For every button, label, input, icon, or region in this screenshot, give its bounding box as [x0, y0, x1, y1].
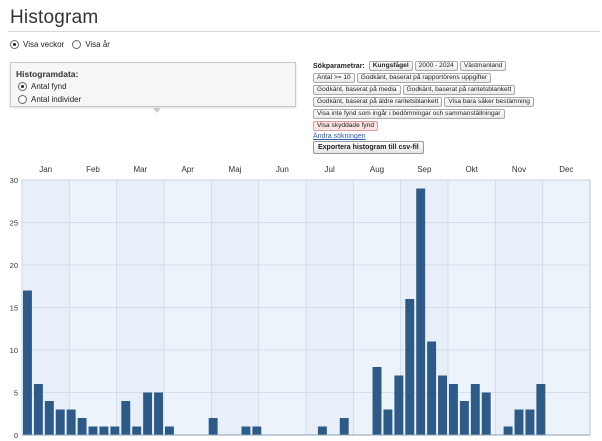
histogram-bar: [503, 426, 513, 435]
histogram-bar: [99, 426, 109, 435]
param-tag-protected[interactable]: Visa skyddade fynd: [313, 121, 379, 131]
param-tag-approved-reporter[interactable]: Godkänt, baserat på rapportörens uppgift…: [356, 73, 492, 83]
histogram-bar: [154, 392, 163, 435]
month-label: Jul: [325, 165, 335, 174]
histogram-bar: [23, 290, 32, 435]
histogram-bar: [252, 426, 262, 435]
radio-antal-individer[interactable]: [18, 95, 27, 104]
y-tick-label: 25: [10, 219, 18, 228]
histogram-bar: [44, 401, 54, 435]
histogram-bar: [88, 426, 98, 435]
histogram-bar: [438, 375, 447, 435]
histogram-bar: [459, 401, 469, 435]
histogram-bar: [55, 409, 65, 435]
option-antal-fynd: Antal fynd: [18, 82, 67, 91]
y-tick-label: 0: [14, 431, 18, 440]
month-label: Sep: [417, 165, 432, 174]
option-antal-individer: Antal individer: [18, 95, 81, 104]
panel-pointer: [153, 108, 161, 113]
month-label: Aug: [370, 165, 384, 174]
param-tag-certain-id[interactable]: Visa bara säker bestämning: [444, 97, 534, 107]
search-parameters: Sökparametrar: Kungsfågel 2000 - 2024 Vä…: [313, 61, 593, 142]
histogram-bar: [416, 188, 426, 435]
param-tag-approved-media[interactable]: Godkänt, baserat på media: [313, 85, 401, 95]
radio-visa-ar[interactable]: [72, 40, 82, 49]
month-label: Nov: [512, 165, 526, 174]
histogram-bar: [317, 426, 327, 435]
month-label: Okt: [465, 165, 478, 174]
histogram-bar: [383, 409, 393, 435]
histogram-data-panel: Histogramdata: Antal fynd Antal individe…: [10, 62, 296, 107]
param-tag-exclude-assessments[interactable]: Visa inte fynd som ingår i bedömningar o…: [313, 109, 505, 119]
param-tag-count[interactable]: Antal >= 10: [313, 73, 355, 83]
histogram-bar: [132, 426, 142, 435]
param-tag-approved-old-rarity-form[interactable]: Godkänt, baserat på äldre raritetsblanke…: [313, 97, 443, 107]
view-toggle: Visa veckor Visa år: [10, 40, 114, 49]
histogram-bar: [449, 384, 458, 435]
histogram-bar: [536, 384, 546, 435]
radio-label-visa-ar: Visa år: [85, 40, 110, 49]
y-tick-label: 30: [10, 176, 18, 185]
histogram-bar: [394, 375, 404, 435]
radio-label-antal-fynd: Antal fynd: [31, 82, 67, 91]
search-params-label: Sökparametrar:: [313, 62, 365, 70]
histogram-bar: [427, 341, 437, 435]
y-tick-label: 20: [10, 261, 18, 270]
histogram-bar: [66, 409, 76, 435]
month-label: Mar: [133, 165, 147, 174]
param-tag-species[interactable]: Kungsfågel: [368, 61, 413, 71]
histogram-bar: [339, 418, 349, 435]
month-label: Jan: [39, 165, 52, 174]
histogram-bar: [77, 418, 87, 435]
y-tick-label: 10: [10, 346, 18, 355]
histogram-bar: [405, 299, 415, 435]
param-tag-region[interactable]: Västmanland: [459, 61, 507, 71]
histogram-bar: [514, 409, 524, 435]
month-label: Dec: [559, 165, 573, 174]
month-label: Maj: [229, 165, 242, 174]
histogram-bar: [110, 426, 120, 435]
param-tag-approved-rarity-form[interactable]: Godkänt, baserat på raritetsblankett: [402, 85, 516, 95]
param-tag-years[interactable]: 2000 - 2024: [414, 61, 458, 71]
change-search-link[interactable]: Ändra sökningen: [313, 133, 366, 140]
histogram-bar: [372, 367, 382, 435]
y-tick-label: 15: [10, 304, 18, 313]
histogram-bar: [33, 384, 43, 435]
radio-antal-fynd[interactable]: [18, 82, 27, 91]
export-csv-button[interactable]: Exportera histogram till csv-fil: [313, 141, 424, 154]
radio-visa-veckor[interactable]: [10, 40, 19, 49]
month-label: Apr: [181, 165, 194, 174]
histogram-bar: [470, 384, 480, 435]
histogram-bar: [143, 392, 153, 435]
radio-label-antal-individer: Antal individer: [31, 95, 82, 104]
radio-label-visa-veckor: Visa veckor: [23, 40, 65, 49]
weekly-histogram-chart: Jan Feb Mar Apr Maj Jun Jul Aug Sep Okt Nov Dec 0 5 10…: [10, 165, 591, 440]
histogram-bar: [165, 426, 174, 435]
month-label: Jun: [276, 165, 289, 174]
histogram-bar: [241, 426, 251, 435]
month-label: Feb: [86, 165, 100, 174]
histogram-bar: [121, 401, 131, 435]
histogram-bar: [208, 418, 218, 435]
histogram-bar: [525, 409, 535, 435]
title-divider: [8, 31, 600, 32]
histogram-bar: [481, 392, 491, 435]
histogram-data-title: Histogramdata:: [16, 69, 79, 79]
y-tick-label: 5: [14, 389, 18, 398]
page-title: Histogram: [10, 7, 99, 28]
